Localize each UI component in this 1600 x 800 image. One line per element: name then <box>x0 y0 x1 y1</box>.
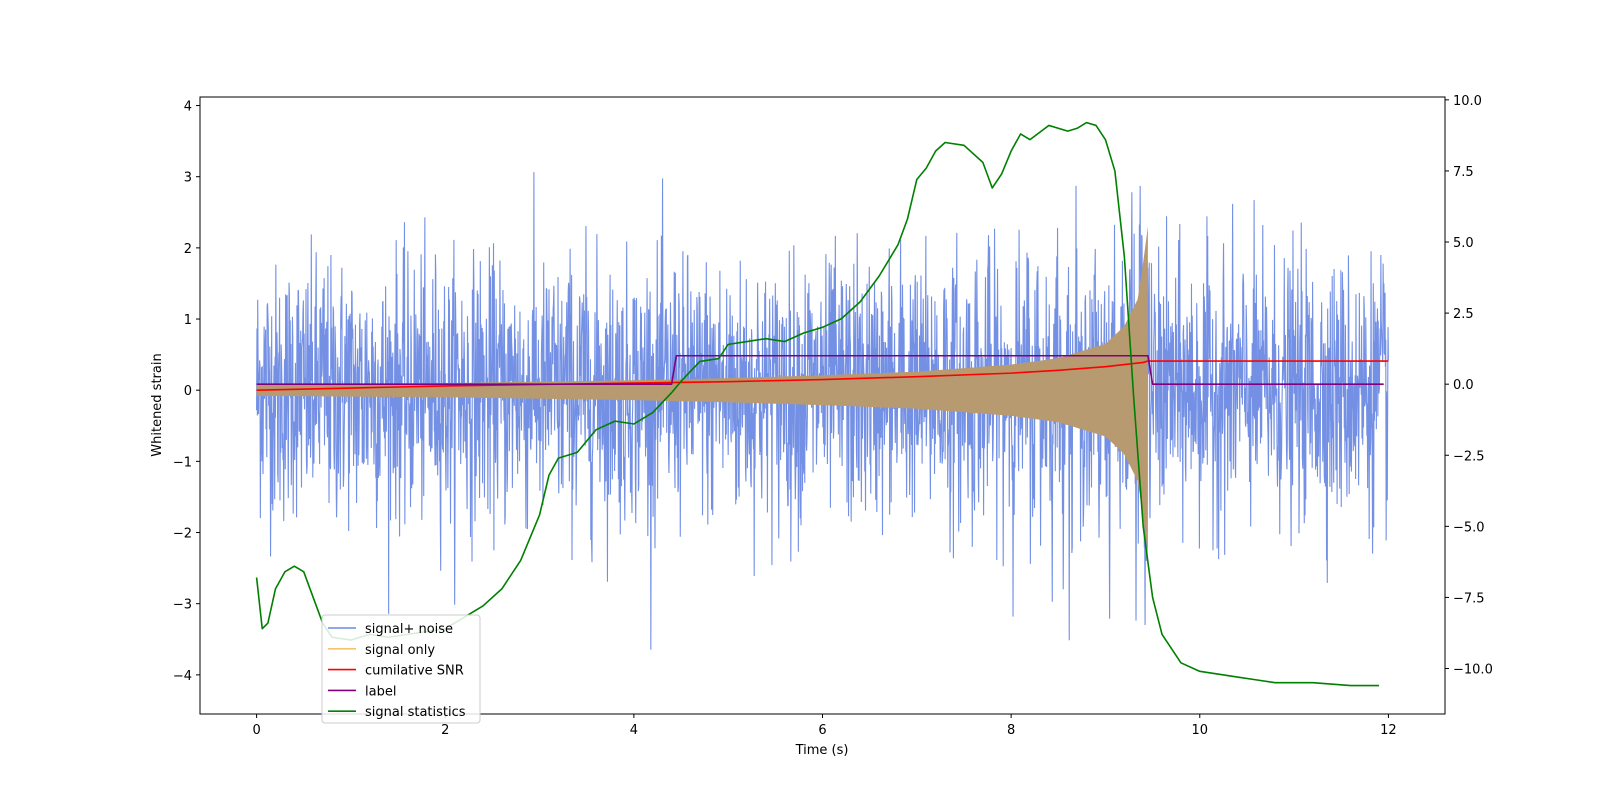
y2-tick-label: 5.0 <box>1453 236 1474 251</box>
y-tick-label: −3 <box>173 598 192 613</box>
x-tick-label: 6 <box>818 723 826 738</box>
y-tick-label: −1 <box>173 455 192 470</box>
y-tick-label: 1 <box>184 313 192 328</box>
x-tick-label: 10 <box>1191 723 1208 738</box>
y-tick-label: −2 <box>173 527 192 542</box>
x-axis-title: Time (s) <box>795 743 849 758</box>
series-label <box>256 354 1384 385</box>
y-tick-label: 4 <box>184 100 192 115</box>
legend: signal+ noise signal only cumilative SNR la… <box>321 614 481 724</box>
axis-ticks: 0 2 4 6 8 10 12−4−3−2−101234−10.0−7.5−5.0−2.50… <box>173 94 1493 738</box>
x-tick-label: 0 <box>252 723 260 738</box>
legend-label: signal statistics <box>365 705 466 720</box>
series-cumilative-snr <box>256 360 1389 391</box>
x-tick-label: 4 <box>630 723 638 738</box>
signal-only-layer <box>256 226 1148 554</box>
legend-box <box>321 614 481 724</box>
legend-label: cumilative SNR <box>365 664 464 679</box>
series-signal-only <box>256 226 1148 554</box>
y2-tick-label: −5.0 <box>1453 520 1485 535</box>
y2-tick-label: 0.0 <box>1453 378 1474 393</box>
legend-label: label <box>365 684 396 699</box>
y2-tick-label: 2.5 <box>1453 307 1474 322</box>
x-tick-label: 2 <box>441 723 449 738</box>
legend-label: signal only <box>365 643 435 658</box>
y-tick-label: 2 <box>184 242 192 257</box>
y2-tick-label: −10.0 <box>1453 663 1493 678</box>
y-tick-label: −4 <box>173 669 192 684</box>
y2-tick-label: 10.0 <box>1453 94 1482 109</box>
x-tick-label: 12 <box>1380 723 1397 738</box>
x-tick-label: 8 <box>1007 723 1015 738</box>
y-tick-label: 0 <box>184 384 192 399</box>
y-tick-label: 3 <box>184 171 192 186</box>
y-axis-title: Whitened strain <box>150 353 165 456</box>
y2-tick-label: −7.5 <box>1453 591 1485 606</box>
legend-label: signal+ noise <box>365 622 453 637</box>
y2-tick-label: −2.5 <box>1453 449 1485 464</box>
y2-tick-label: 7.5 <box>1453 165 1474 180</box>
